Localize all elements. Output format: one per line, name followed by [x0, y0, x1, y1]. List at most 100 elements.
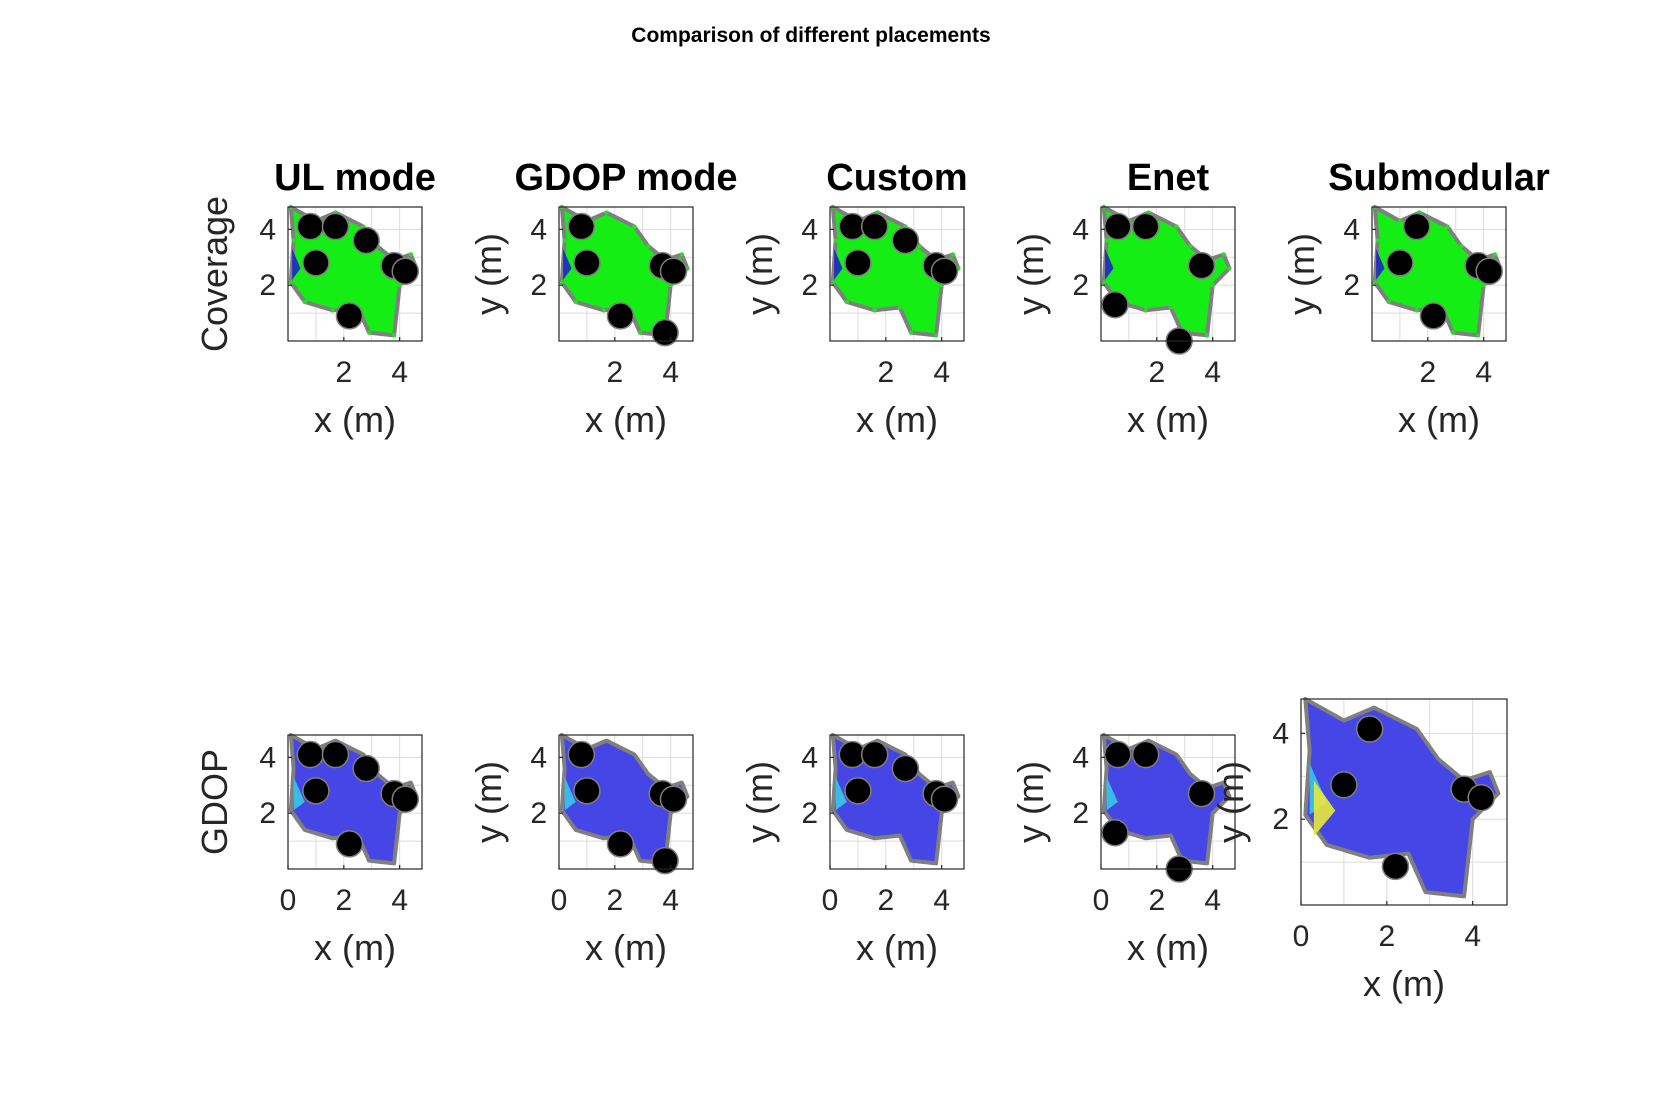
uncovered-patch	[834, 248, 843, 280]
anchor-marker	[335, 302, 364, 330]
anchor-marker	[651, 846, 679, 875]
x-tick-label: 4	[662, 884, 679, 917]
x-tick-label: 0	[551, 884, 568, 917]
anchor-marker	[1187, 779, 1216, 808]
boundary-mark	[950, 252, 956, 257]
boundary-mark	[1188, 243, 1193, 249]
y-tick-label: 2	[801, 269, 818, 302]
x-tick-label: 2	[606, 884, 623, 917]
anchor-marker	[1101, 818, 1129, 847]
axes-box	[287, 734, 423, 870]
x-tick-label: 4	[1464, 920, 1481, 953]
y-axis-label: y (m)	[739, 233, 780, 315]
y-axis-label: y (m)	[468, 233, 509, 315]
axes-box	[558, 206, 694, 342]
anchor-marker	[567, 212, 596, 241]
x-tick-label: 2	[877, 884, 894, 917]
anchor-marker	[302, 777, 330, 805]
anchor-marker	[1402, 212, 1431, 241]
anchor-marker	[1355, 715, 1384, 743]
y-tick-label: 4	[530, 213, 547, 246]
boundary-mark	[833, 238, 838, 243]
y-tick-label: 2	[1343, 269, 1360, 302]
boundary-mark	[1397, 218, 1403, 224]
high-gdop-patch	[564, 776, 576, 811]
column-title: GDOP mode	[514, 157, 737, 199]
boundary-mark	[830, 280, 835, 285]
boundary-mark	[562, 238, 567, 243]
y-tick-label: 4	[1072, 213, 1089, 246]
anchor-marker	[296, 212, 325, 241]
anchor-marker	[844, 777, 872, 805]
x-tick-label: 2	[1378, 920, 1395, 953]
anchor-marker	[391, 257, 419, 285]
anchor-marker	[1104, 740, 1132, 769]
anchor-marker	[1330, 771, 1358, 799]
y-tick-label: 2	[1272, 803, 1289, 836]
panel-coverage-submodular: Submodular 2 4 2 4 x (m) y (m)	[1281, 157, 1550, 440]
anchor-marker	[335, 830, 364, 858]
boundary-mark	[601, 308, 606, 313]
anchor-marker	[606, 302, 635, 330]
axes-box	[829, 734, 965, 870]
y-tick-label: 2	[530, 797, 547, 830]
x-axis-label: x (m)	[1127, 399, 1209, 440]
anchor-marker	[1467, 783, 1495, 812]
boundary-mark	[933, 333, 939, 338]
y-axis-label: y (m)	[1210, 761, 1251, 843]
y-tick-label: 2	[530, 269, 547, 302]
panels: UL mode 2 4 2 4 x (m) Coverage GDOP mode 2 4 2 4 x (…	[194, 157, 1550, 1004]
figure-title: Comparison of different placements	[631, 24, 990, 47]
boundary-mark	[391, 333, 397, 338]
x-axis-label: x (m)	[1127, 927, 1209, 968]
x-axis-label: x (m)	[856, 399, 938, 440]
y-tick-label: 4	[801, 741, 818, 774]
boundary-mark	[908, 330, 914, 335]
boundary-mark	[1143, 308, 1148, 313]
boundary-mark	[559, 280, 564, 285]
y-axis-label: y (m)	[1010, 761, 1051, 843]
anchor-marker	[860, 740, 889, 769]
x-axis-label: x (m)	[856, 927, 938, 968]
anchor-marker	[860, 212, 889, 241]
anchor-marker	[302, 249, 330, 277]
y-tick-label: 2	[259, 269, 276, 302]
boundary-mark	[897, 305, 902, 310]
room-region	[559, 733, 690, 866]
x-tick-label: 0	[280, 884, 297, 917]
boundary-mark	[1168, 305, 1173, 310]
anchor-marker	[1381, 852, 1410, 881]
anchor-marker	[844, 249, 872, 277]
y-tick-label: 4	[530, 741, 547, 774]
x-tick-label: 2	[1148, 356, 1165, 389]
boundary-mark	[604, 210, 609, 215]
boundary-mark	[330, 308, 335, 313]
x-tick-label: 4	[1204, 884, 1221, 917]
boundary-mark	[1204, 333, 1210, 338]
anchor-marker	[321, 212, 350, 241]
x-tick-label: 4	[662, 356, 679, 389]
y-tick-label: 4	[801, 213, 818, 246]
column-title: Enet	[1127, 157, 1210, 199]
axes-box	[287, 206, 423, 342]
x-axis-label: x (m)	[314, 399, 396, 440]
anchor-marker	[1131, 212, 1160, 241]
x-axis-label: x (m)	[1398, 399, 1480, 440]
boundary-mark	[1375, 238, 1380, 243]
boundary-mark	[1372, 280, 1377, 285]
room-region	[288, 733, 419, 866]
row-label: Coverage	[194, 196, 235, 352]
boundary-mark	[1414, 308, 1419, 313]
panel-coverage-gdop-mode: GDOP mode 2 4 2 4 x (m) y (m)	[468, 157, 738, 440]
x-axis-label: x (m)	[585, 399, 667, 440]
panel-gdop-custom: 0 2 4 2 4 x (m) y (m)	[739, 733, 965, 968]
boundary-mark	[679, 252, 685, 257]
axes-box	[1371, 206, 1507, 342]
x-tick-label: 2	[1148, 884, 1165, 917]
anchor-marker	[352, 226, 380, 255]
axes-box	[829, 206, 965, 342]
anchor-marker	[573, 777, 601, 805]
y-tick-label: 4	[1072, 741, 1089, 774]
y-axis-label: y (m)	[739, 761, 780, 843]
